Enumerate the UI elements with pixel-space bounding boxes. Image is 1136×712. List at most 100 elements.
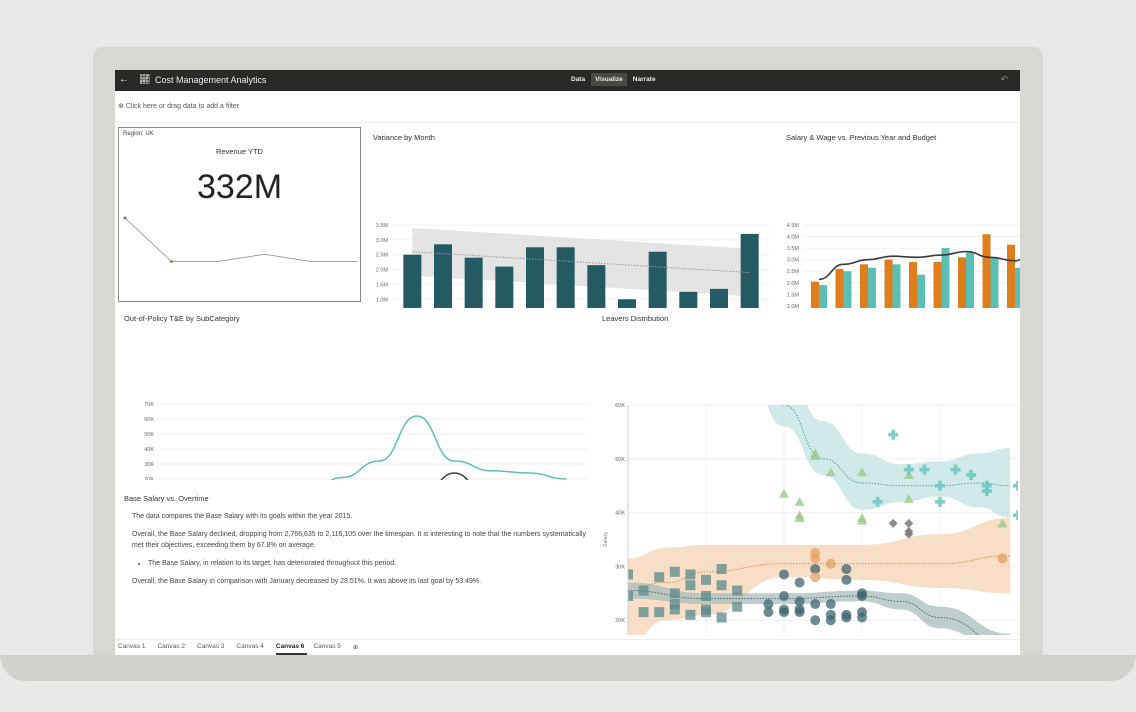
point-circle (997, 553, 1008, 564)
bar-previous-year (917, 274, 925, 308)
bar-previous-year (1015, 267, 1020, 308)
bar-salary-wage (909, 261, 917, 308)
point-square (669, 566, 680, 577)
y-tick-label: 1.0M (376, 297, 389, 303)
add-canvas-icon[interactable]: ⊕ (352, 644, 359, 651)
trend-line (412, 251, 750, 274)
tab-data[interactable]: Data (571, 76, 586, 83)
bar (618, 299, 636, 308)
y-tick-label: 50K (615, 457, 625, 463)
point-cross (935, 496, 945, 507)
bar (434, 244, 452, 308)
point-square (669, 604, 680, 615)
point-square (701, 574, 711, 585)
point-square (669, 588, 680, 599)
kpi-tile[interactable]: Region: UK Revenue YTD 332M (118, 127, 361, 302)
back-arrow-icon[interactable]: ← (119, 74, 129, 85)
canvas-tabs: Canvas 1 Canvas 2 Canvas 3 Canvas 4 Canv… (115, 639, 1020, 655)
point-circle (841, 564, 852, 575)
bar-salary-wage (860, 264, 868, 308)
tab-visualize[interactable]: Visualize (591, 73, 627, 86)
tab-narrate[interactable]: Narrate (632, 76, 656, 83)
bar-salary-wage (811, 281, 819, 308)
bar (526, 247, 544, 308)
point-square (716, 612, 727, 623)
bar-previous-year (843, 271, 852, 308)
bar (495, 266, 514, 308)
point-cross (872, 496, 883, 507)
bar (710, 288, 728, 308)
point-square (701, 590, 711, 601)
canvas-tab[interactable]: Canvas 3 (196, 643, 225, 650)
y-tick-label: 40K (144, 447, 154, 453)
add-filter-icon: ⊕ (118, 103, 124, 110)
bar (740, 233, 759, 308)
y-tick-label: 70K (144, 402, 154, 408)
narrative-p2: Overall, the Base Salary declined, dropp… (132, 531, 586, 549)
y-tick-label: 60K (615, 403, 625, 409)
undo-icon[interactable]: ↶ (1000, 74, 1008, 84)
filter-bar[interactable]: ⊕ Click here or drag data to add a filte… (118, 102, 239, 110)
canvas-tab[interactable]: Canvas 2 (157, 643, 185, 650)
point-cross (919, 464, 930, 475)
point-square (669, 599, 680, 610)
point-cross (888, 429, 899, 440)
point-circle (794, 577, 805, 588)
bar-previous-year (990, 257, 999, 308)
y-tick-label: 4.5M (787, 223, 800, 229)
bar-previous-year (966, 252, 974, 308)
canvas-tab[interactable]: Canvas 1 (118, 643, 146, 650)
y-tick-label: 3.0M (787, 258, 800, 264)
point-square (716, 580, 727, 591)
point-square (732, 585, 743, 596)
point-triangle (825, 467, 836, 477)
salary-chart[interactable]: 0.00.5M1.0M1.5M2.0M2.5M3.0M3.5M4.0M4.5MJ… (775, 128, 1020, 308)
y-tick-label: 30K (144, 462, 154, 468)
point-diamond (904, 526, 914, 536)
sparkline-line (124, 217, 358, 262)
point-circle (825, 615, 836, 626)
point-cross (1013, 510, 1018, 521)
variance-chart-title: Variance by Month (373, 133, 435, 142)
y-tick-label: 2.0M (376, 268, 389, 274)
canvas-tab[interactable]: Canvas 4 (236, 643, 264, 650)
point-square (628, 590, 633, 601)
narrative-panel: Base Salary vs. Overtime The data compar… (124, 493, 594, 594)
point-square (716, 564, 727, 575)
kpi-sparkline (123, 216, 358, 263)
divider (115, 122, 1020, 123)
point-circle (825, 558, 836, 569)
tne-chart[interactable]: 010K20K30K40K50K60K70KJanFebMarAprMayJun… (118, 310, 593, 480)
sparkline-point (170, 260, 173, 263)
trend-line (628, 555, 1011, 589)
tne-chart-title: Out-of-Policy T&E by SubCategory (124, 314, 240, 323)
narrative-p1: The data compares the Base Salary with i… (132, 513, 353, 520)
point-square (732, 601, 743, 612)
point-circle (779, 607, 789, 618)
y-tick-label: 20K (615, 618, 625, 624)
point-circle (841, 574, 852, 585)
point-square (654, 572, 665, 583)
leavers-chart[interactable]: 20253035404510K20K30K40K50K60KAgeSalary (595, 310, 1020, 635)
point-circle (779, 569, 789, 580)
kpi-value: 332M (196, 168, 283, 206)
bar (679, 291, 698, 308)
y-tick-label: 3.5M (376, 223, 389, 229)
bar-salary-wage (958, 257, 966, 308)
chart-icon: 📈︎ (139, 74, 151, 84)
point-square (638, 585, 649, 596)
point-circle (810, 572, 821, 583)
canvas-tab[interactable]: Canvas 5 (313, 643, 341, 650)
point-cross (981, 480, 992, 491)
canvas-tab-active[interactable]: Canvas 6 (275, 640, 308, 655)
point-triangle (997, 518, 1008, 528)
point-triangle (794, 512, 805, 522)
point-circle (810, 564, 821, 575)
point-square (685, 580, 696, 591)
point-diamond (888, 518, 898, 528)
y-tick-label: 20K (144, 477, 154, 480)
point-circle (810, 599, 821, 610)
variance-chart[interactable]: 0.00.5M1.0M1.5M2.0M2.5M3.0M3.5MJanFebMar… (365, 128, 775, 308)
point-circle (779, 590, 789, 601)
region-label: Region: UK (123, 131, 154, 137)
